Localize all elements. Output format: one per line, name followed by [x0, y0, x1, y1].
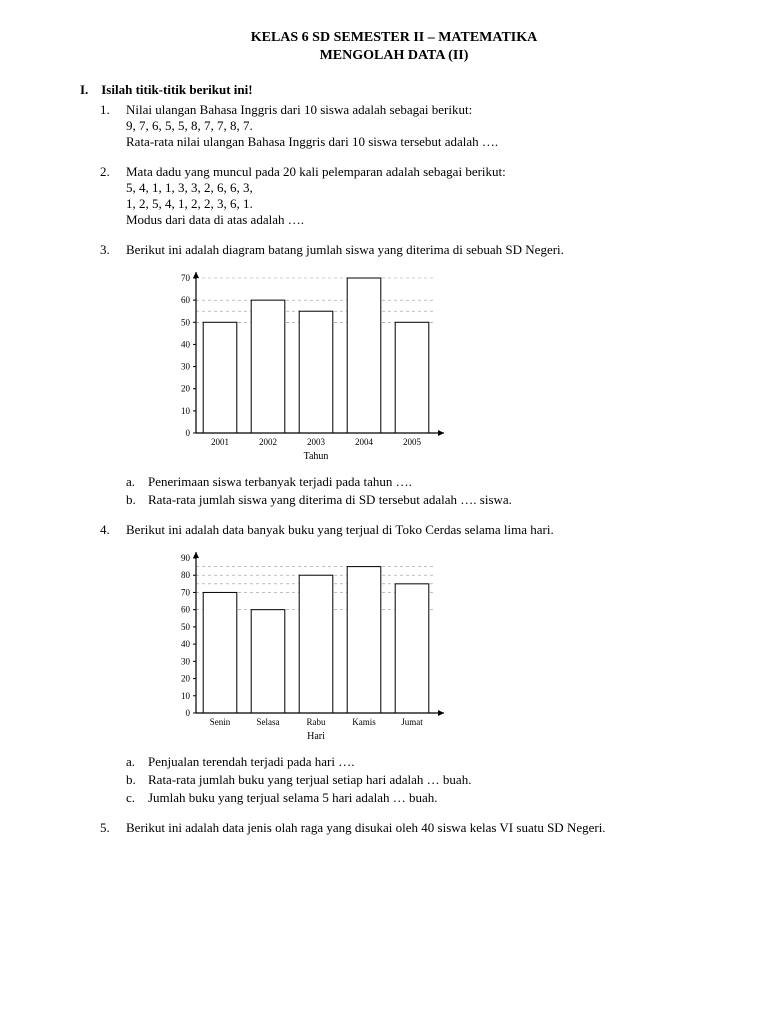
q4c-letter: c.	[126, 790, 135, 806]
question-2: 2. Mata dadu yang muncul pada 20 kali pe…	[100, 164, 708, 228]
svg-text:2004: 2004	[355, 437, 374, 447]
question-1-number: 1.	[100, 102, 110, 118]
svg-text:Kamis: Kamis	[352, 717, 376, 727]
svg-text:Hari: Hari	[307, 731, 325, 742]
question-5: 5. Berikut ini adalah data jenis olah ra…	[100, 820, 708, 836]
svg-text:20: 20	[181, 674, 191, 684]
page-title-1: KELAS 6 SD SEMESTER II – MATEMATIKA	[80, 30, 708, 46]
q3a-letter: a.	[126, 474, 135, 490]
q4a-letter: a.	[126, 754, 135, 770]
section-heading-text: Isilah titik-titik berikut ini!	[101, 82, 252, 97]
question-4: 4. Berikut ini adalah data banyak buku y…	[100, 522, 708, 806]
chart-2: 0 10 20 30 40 50 60 70 80 90 Senin Selasa Rabu Kamis J…	[156, 548, 456, 748]
svg-text:0: 0	[186, 708, 191, 718]
svg-text:Senin: Senin	[210, 717, 231, 727]
question-1-line1: Nilai ulangan Bahasa Inggris dari 10 sis…	[126, 102, 708, 118]
svg-text:10: 10	[181, 406, 191, 416]
question-3-intro: Berikut ini adalah diagram batang jumlah…	[126, 242, 708, 258]
svg-text:70: 70	[181, 587, 191, 597]
svg-text:20: 20	[181, 384, 191, 394]
svg-text:2005: 2005	[403, 437, 422, 447]
svg-text:80: 80	[181, 570, 191, 580]
svg-text:30: 30	[181, 656, 191, 666]
svg-text:30: 30	[181, 362, 191, 372]
question-5-intro: Berikut ini adalah data jenis olah raga …	[126, 820, 708, 836]
svg-text:10: 10	[181, 691, 191, 701]
question-5-number: 5.	[100, 820, 110, 836]
svg-text:90: 90	[181, 553, 191, 563]
q4b-letter: b.	[126, 772, 136, 788]
q3b-letter: b.	[126, 492, 136, 508]
q4c-text: Jumlah buku yang terjual selama 5 hari a…	[148, 790, 438, 805]
section-heading: I. Isilah titik-titik berikut ini!	[80, 82, 708, 98]
svg-text:Rabu: Rabu	[307, 717, 326, 727]
question-2-line3: 1, 2, 5, 4, 1, 2, 2, 3, 6, 1.	[126, 196, 708, 212]
question-3b: b. Rata-rata jumlah siswa yang diterima d…	[126, 492, 708, 508]
question-2-line2: 5, 4, 1, 1, 3, 3, 2, 6, 6, 3,	[126, 180, 708, 196]
q4a-text: Penjualan terendah terjadi pada hari ….	[148, 754, 354, 769]
svg-text:60: 60	[181, 295, 191, 305]
svg-text:Tahun: Tahun	[304, 451, 329, 462]
svg-text:2003: 2003	[307, 437, 326, 447]
question-3-number: 3.	[100, 242, 110, 258]
question-1: 1. Nilai ulangan Bahasa Inggris dari 10 …	[100, 102, 708, 150]
svg-text:Jumat: Jumat	[401, 717, 423, 727]
question-4-number: 4.	[100, 522, 110, 538]
chart-1-container: 0 10 20 30 40 50 60 70 2001 2002 2003 2004 2005 Tahun	[156, 268, 708, 468]
svg-text:2002: 2002	[259, 437, 277, 447]
svg-text:2001: 2001	[211, 437, 229, 447]
q4b-text: Rata-rata jumlah buku yang terjual setia…	[148, 772, 471, 787]
question-2-number: 2.	[100, 164, 110, 180]
chart-2-container: 0 10 20 30 40 50 60 70 80 90 Senin Selasa Rabu Kamis J…	[156, 548, 708, 748]
section-roman: I.	[80, 82, 98, 98]
q3a-text: Penerimaan siswa terbanyak terjadi pada …	[148, 474, 412, 489]
svg-text:50: 50	[181, 317, 191, 327]
svg-text:0: 0	[186, 428, 191, 438]
page-title-2: MENGOLAH DATA (II)	[80, 48, 708, 64]
question-2-line4: Modus dari data di atas adalah ….	[126, 212, 708, 228]
svg-text:40: 40	[181, 639, 191, 649]
svg-text:40: 40	[181, 339, 191, 349]
chart-1: 0 10 20 30 40 50 60 70 2001 2002 2003 2004 2005 Tahun	[156, 268, 456, 468]
question-4a: a. Penjualan terendah terjadi pada hari ……	[126, 754, 708, 770]
question-3a: a. Penerimaan siswa terbanyak terjadi pad…	[126, 474, 708, 490]
svg-text:70: 70	[181, 273, 191, 283]
question-4-intro: Berikut ini adalah data banyak buku yang…	[126, 522, 708, 538]
svg-text:50: 50	[181, 622, 191, 632]
q3b-text: Rata-rata jumlah siswa yang diterima di …	[148, 492, 512, 507]
svg-text:60: 60	[181, 605, 191, 615]
question-3: 3. Berikut ini adalah diagram batang jum…	[100, 242, 708, 508]
question-1-line3: Rata-rata nilai ulangan Bahasa Inggris d…	[126, 134, 708, 150]
question-4b: b. Rata-rata jumlah buku yang terjual set…	[126, 772, 708, 788]
svg-text:Selasa: Selasa	[257, 717, 280, 727]
question-4c: c. Jumlah buku yang terjual selama 5 hari…	[126, 790, 708, 806]
question-1-line2: 9, 7, 6, 5, 5, 8, 7, 7, 8, 7.	[126, 118, 708, 134]
question-2-line1: Mata dadu yang muncul pada 20 kali pelem…	[126, 164, 708, 180]
